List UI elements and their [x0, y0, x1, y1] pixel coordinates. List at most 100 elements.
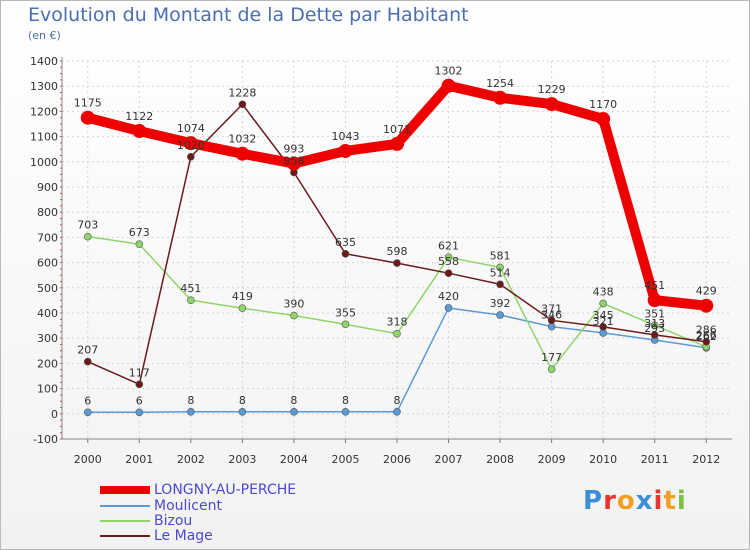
data-point — [496, 280, 504, 289]
data-label: 8 — [239, 394, 246, 407]
legend-label-le-mage: Le Mage — [154, 528, 213, 544]
x-tick-label: 2002 — [177, 453, 205, 466]
legend-swatch-moulicent — [100, 505, 150, 507]
data-point — [393, 259, 401, 267]
data-label: 390 — [283, 298, 304, 311]
x-tick-label: 2005 — [331, 453, 359, 466]
data-point — [341, 320, 350, 329]
data-label: 1032 — [228, 133, 256, 146]
x-tick-label: 2001 — [125, 453, 153, 466]
data-point — [83, 232, 92, 241]
y-tick-label: 1300 — [30, 80, 58, 93]
data-label: 429 — [696, 285, 717, 298]
y-tick-label: 600 — [37, 257, 58, 270]
data-label: 581 — [490, 249, 511, 262]
logo-letter: t — [663, 486, 677, 516]
x-tick-label: 2009 — [538, 453, 566, 466]
data-point — [132, 124, 147, 139]
logo-letter: x — [635, 486, 654, 516]
proxiti-logo: Proxiti — [583, 486, 687, 516]
data-point — [83, 357, 92, 366]
data-label: 1074 — [177, 122, 205, 135]
logo-letter: i — [676, 486, 687, 516]
x-tick-label: 2004 — [280, 453, 308, 466]
data-label: 8 — [187, 394, 194, 407]
data-point — [238, 407, 247, 416]
x-tick-label: 2010 — [589, 453, 617, 466]
data-point — [238, 304, 247, 313]
data-label: 514 — [490, 266, 511, 279]
data-point — [650, 321, 659, 330]
data-label: 8 — [290, 394, 297, 407]
data-point — [390, 136, 404, 151]
y-tick-label: 1400 — [30, 55, 58, 68]
data-label: 8 — [342, 394, 349, 407]
data-label: 1254 — [486, 77, 514, 90]
data-point — [699, 298, 714, 313]
legend-label-longny: LONGNY-AU-PERCHE — [154, 482, 297, 498]
data-label: 621 — [438, 239, 459, 252]
data-point — [393, 329, 401, 338]
data-label: 451 — [644, 279, 665, 292]
x-tick-label: 2000 — [74, 453, 102, 466]
data-point — [238, 100, 247, 109]
data-point — [83, 408, 92, 417]
y-tick-label: 200 — [37, 357, 58, 370]
data-label: 420 — [438, 290, 459, 303]
data-label: 207 — [77, 344, 98, 357]
data-label: 993 — [283, 143, 304, 156]
data-point — [338, 143, 353, 158]
data-label: 598 — [387, 245, 408, 258]
data-label: 346 — [541, 309, 562, 322]
data-label: 673 — [129, 226, 150, 239]
data-label: 1228 — [228, 86, 256, 99]
x-tick-label: 2003 — [228, 453, 256, 466]
data-label: 1020 — [177, 139, 205, 152]
data-label: 177 — [541, 351, 562, 364]
x-tick-label: 2012 — [692, 453, 720, 466]
data-point — [496, 311, 504, 319]
data-label: 1175 — [74, 97, 102, 110]
x-tick-label: 2007 — [435, 453, 463, 466]
chart-title: Evolution du Montant de la Dette par Hab… — [28, 4, 469, 26]
data-point — [493, 90, 508, 105]
y-tick-label: 900 — [37, 181, 58, 194]
y-tick-label: 800 — [37, 206, 58, 219]
logo-letter: r — [603, 486, 617, 516]
data-label: 117 — [129, 366, 150, 379]
legend-swatch-bizou — [100, 520, 150, 522]
data-point — [441, 78, 456, 93]
data-label: 6 — [84, 394, 91, 407]
data-label: 558 — [438, 255, 459, 268]
data-point — [702, 337, 711, 346]
data-point — [80, 110, 95, 125]
data-label: 321 — [593, 315, 614, 328]
data-point — [187, 152, 195, 161]
y-tick-label: 0 — [51, 408, 58, 421]
data-label: 438 — [593, 285, 614, 298]
data-label: 703 — [77, 219, 98, 232]
x-tick-label: 2008 — [486, 453, 514, 466]
y-tick-label: 500 — [37, 282, 58, 295]
chart-subtitle: (en €) — [28, 29, 61, 42]
data-label: 1170 — [589, 98, 617, 111]
data-label: 351 — [644, 307, 665, 320]
data-label: 1302 — [435, 65, 463, 78]
data-label: 345 — [593, 309, 614, 322]
data-point — [444, 269, 453, 277]
data-point — [187, 407, 195, 416]
data-label: 262 — [696, 330, 717, 343]
data-point — [544, 97, 559, 112]
logo-letter: o — [616, 486, 636, 516]
data-point — [599, 299, 607, 308]
data-label: 958 — [283, 154, 304, 167]
y-tick-label: 700 — [37, 231, 58, 244]
data-point — [599, 323, 607, 331]
data-point — [135, 240, 144, 249]
data-label: 392 — [490, 297, 511, 310]
data-point — [187, 296, 195, 304]
data-point — [547, 316, 556, 325]
data-label: 635 — [335, 236, 356, 249]
data-point — [547, 322, 556, 331]
